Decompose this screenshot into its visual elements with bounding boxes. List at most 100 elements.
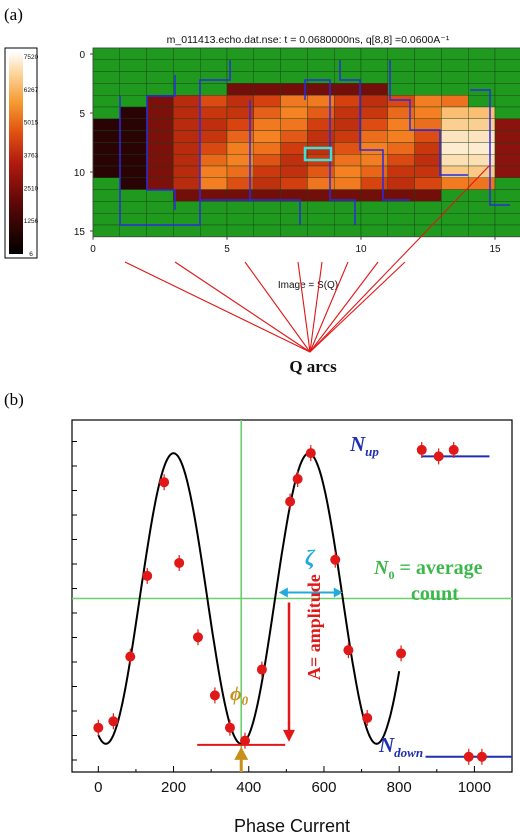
arc-boundary xyxy=(119,96,201,226)
heatmap-cell xyxy=(468,47,496,61)
heatmap-cell xyxy=(280,47,308,61)
heatmap-cell xyxy=(146,71,174,84)
heatmap-cell xyxy=(119,118,147,131)
heatmap-cell xyxy=(360,201,388,214)
heatmap-cell xyxy=(146,201,174,214)
arc-pointer-line xyxy=(244,261,311,353)
heatmap-cell xyxy=(414,83,442,96)
heatmap-cell xyxy=(226,83,254,96)
heatmap-cell xyxy=(226,47,254,61)
heatmap-cell xyxy=(494,94,520,108)
heatmap-cell xyxy=(414,59,442,72)
xaxis-label: Phase Current xyxy=(234,816,350,836)
heatmap-cell xyxy=(119,153,147,167)
heatmap-cell xyxy=(334,94,362,108)
fit-curve xyxy=(97,452,401,745)
heatmap-cell xyxy=(414,177,442,190)
arc-pointer-line xyxy=(174,261,311,353)
heatmap-cell xyxy=(226,224,254,238)
heatmap-cell xyxy=(173,47,201,61)
heatmap-cell xyxy=(280,224,308,238)
heatmap-cell xyxy=(119,142,147,155)
heatmap-cell xyxy=(494,130,520,143)
heatmap-xtick-label: 5 xyxy=(224,244,230,255)
heatmap-cell xyxy=(146,83,174,96)
colorbar-tick-label: 3763 xyxy=(24,153,39,160)
heatmap-cell xyxy=(387,59,415,72)
heatmap-cell xyxy=(173,224,201,238)
colorbar-tick-label: 5015 xyxy=(24,120,39,127)
heatmap-cell xyxy=(494,83,520,96)
heatmap-cell xyxy=(92,189,120,202)
n0-text: = average xyxy=(394,557,482,579)
arc-pointer-line xyxy=(309,261,379,353)
heatmap-cell xyxy=(334,142,362,155)
data-point xyxy=(416,444,427,455)
heatmap-cell xyxy=(414,142,442,155)
heatmap-cell xyxy=(468,71,496,84)
x-tick-label: 1000 xyxy=(458,779,491,796)
heatmap-cell xyxy=(468,142,496,155)
x-tick-label: 800 xyxy=(387,779,412,796)
heatmap-cell xyxy=(414,153,442,167)
heatmap-cell xyxy=(92,212,120,226)
heatmap-cell xyxy=(119,212,147,226)
heatmap-cell xyxy=(360,106,388,120)
nup-letter: N xyxy=(349,432,366,456)
heatmap-cell xyxy=(199,83,228,96)
heatmap-cell xyxy=(253,224,281,238)
heatmap-cell xyxy=(119,94,147,108)
heatmap-cell xyxy=(226,59,254,72)
heatmap-cell xyxy=(146,212,174,226)
heatmap-cell xyxy=(253,201,281,214)
heatmap-cell xyxy=(360,71,388,84)
data-point xyxy=(448,444,459,455)
arc-boundary xyxy=(389,60,468,176)
data-point xyxy=(433,451,444,462)
heatmap-cell xyxy=(173,118,201,131)
heatmap-cell xyxy=(441,165,469,179)
heatmap-cell xyxy=(92,224,120,238)
data-point xyxy=(159,477,170,488)
heatmap-cell xyxy=(119,165,147,179)
heatmap-cell xyxy=(387,130,415,143)
panel-a-label: (a) xyxy=(4,5,23,24)
heatmap-cell xyxy=(280,71,308,84)
data-point xyxy=(93,722,104,733)
ndown-sub: down xyxy=(394,745,423,760)
arc-pointer-line xyxy=(309,261,349,353)
heatmap-xtick-label: 0 xyxy=(90,244,96,255)
arc-boundary xyxy=(249,100,301,225)
data-point xyxy=(292,473,303,484)
data-point xyxy=(142,570,153,581)
heatmap-cell xyxy=(334,177,362,190)
heatmap-cell xyxy=(280,130,308,143)
heatmap-cell xyxy=(173,106,201,120)
heatmap-cell xyxy=(334,212,362,226)
ndown-label: Ndown xyxy=(378,733,423,760)
heatmap-cell xyxy=(199,47,228,61)
heatmap-border xyxy=(92,47,520,238)
arc-boundary xyxy=(146,75,176,210)
heatmap-cell xyxy=(468,212,496,226)
heatmap-cell xyxy=(92,130,120,143)
colorbar-ticks: 7520 6267 5015 3763 2510 1256 6 xyxy=(24,54,39,258)
heatmap-cell xyxy=(146,189,174,202)
heatmap-cell xyxy=(334,106,362,120)
heatmap-cell xyxy=(199,212,228,226)
amplitude-label: A= amplitude xyxy=(304,574,324,680)
nup-label: Nup xyxy=(349,432,379,459)
heatmap-cell xyxy=(494,142,520,155)
heatmap-cell xyxy=(494,201,520,214)
heatmap-cell xyxy=(334,59,362,72)
heatmap-cell xyxy=(468,59,496,72)
heatmap-cell xyxy=(441,71,469,84)
colorbar-tick-label: 2510 xyxy=(24,185,39,192)
heatmap-cell xyxy=(334,201,362,214)
heatmap-xlabel: Image = S(Q) xyxy=(278,280,338,291)
n0-letter: N xyxy=(373,557,390,579)
phi-sub: 0 xyxy=(242,693,249,708)
heatmap-cell xyxy=(92,201,120,214)
heatmap-cell xyxy=(387,47,415,61)
plot-area: 0 200 400 600 800 1000 xyxy=(72,420,512,796)
